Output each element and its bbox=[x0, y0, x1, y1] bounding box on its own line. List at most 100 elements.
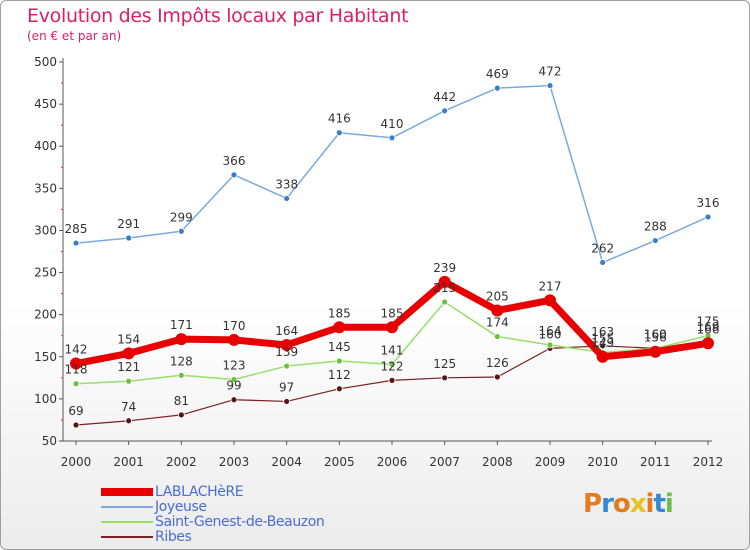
legend-label-joyeuse: Joyeuse bbox=[155, 499, 207, 515]
data-label-ribes: 160 bbox=[644, 327, 667, 341]
y-tick-label: 300 bbox=[34, 223, 57, 237]
data-label-joyeuse: 442 bbox=[433, 90, 456, 104]
series-point-lablach-re bbox=[596, 350, 609, 363]
x-tick-label: 2001 bbox=[113, 455, 144, 469]
y-tick-label: 400 bbox=[34, 139, 57, 153]
series-point-saint-genest-de-beauzon bbox=[283, 362, 291, 370]
series-point-joyeuse bbox=[125, 234, 133, 242]
data-label-saint-genest-de-beauzon: 175 bbox=[697, 315, 720, 329]
series-point-lablach-re bbox=[491, 304, 504, 317]
legend-label-lablachere: LABLACHèRE bbox=[155, 484, 244, 500]
series-point-lablach-re bbox=[333, 321, 346, 334]
series-point-ribes bbox=[230, 396, 238, 404]
data-label-ribes: 81 bbox=[174, 394, 189, 408]
data-label-saint-genest-de-beauzon: 123 bbox=[223, 359, 246, 373]
y-tick-label: 150 bbox=[34, 350, 57, 364]
series-point-saint-genest-de-beauzon bbox=[335, 357, 343, 365]
data-label-lablach-re: 171 bbox=[170, 318, 193, 332]
series-point-ribes bbox=[388, 376, 396, 384]
series-point-saint-genest-de-beauzon bbox=[72, 380, 80, 388]
data-label-lablach-re: 205 bbox=[486, 289, 509, 303]
data-label-ribes: 112 bbox=[328, 368, 351, 382]
series-point-lablach-re bbox=[649, 345, 662, 358]
series-point-lablach-re bbox=[544, 294, 556, 307]
series-point-ribes bbox=[441, 374, 449, 382]
series-point-joyeuse bbox=[335, 129, 343, 137]
data-label-saint-genest-de-beauzon: 160 bbox=[644, 327, 667, 341]
series-point-lablach-re bbox=[228, 333, 240, 346]
data-label-joyeuse: 288 bbox=[644, 220, 667, 234]
logo-letter: i bbox=[664, 489, 674, 519]
x-tick-label: 2003 bbox=[219, 455, 250, 469]
data-label-joyeuse: 338 bbox=[275, 177, 298, 191]
data-label-joyeuse: 316 bbox=[697, 196, 720, 210]
data-label-ribes: 69 bbox=[68, 404, 83, 418]
y-tick-label: 450 bbox=[34, 97, 57, 111]
x-tick-label: 2011 bbox=[640, 455, 671, 469]
data-label-saint-genest-de-beauzon: 118 bbox=[65, 363, 88, 377]
series-point-joyeuse bbox=[388, 134, 396, 142]
data-label-lablach-re: 142 bbox=[65, 343, 88, 357]
data-label-lablach-re: 170 bbox=[223, 319, 246, 333]
y-tick-label: 50 bbox=[42, 434, 57, 448]
x-tick-label: 2005 bbox=[324, 455, 355, 469]
series-point-lablach-re bbox=[122, 347, 135, 360]
logo-letter: t bbox=[653, 489, 665, 519]
x-tick-label: 2010 bbox=[587, 455, 618, 469]
data-label-saint-genest-de-beauzon: 128 bbox=[170, 354, 193, 368]
data-label-saint-genest-de-beauzon: 141 bbox=[381, 343, 404, 357]
chart-subtitle: (en € et par an) bbox=[27, 29, 122, 43]
legend-swatch-joyeuse bbox=[101, 506, 153, 508]
series-point-lablach-re bbox=[70, 357, 82, 370]
legend-swatch-saint-genest bbox=[101, 521, 153, 523]
data-label-joyeuse: 366 bbox=[223, 154, 246, 168]
series-point-joyeuse bbox=[283, 195, 291, 202]
series-point-ribes bbox=[493, 373, 501, 381]
data-label-saint-genest-de-beauzon: 139 bbox=[275, 345, 298, 359]
data-label-lablach-re: 217 bbox=[539, 279, 562, 293]
data-label-joyeuse: 291 bbox=[117, 217, 140, 231]
data-label-ribes: 74 bbox=[121, 400, 136, 414]
x-tick-label: 2006 bbox=[377, 455, 408, 469]
proxiti-logo: Proxiti bbox=[583, 489, 674, 519]
series-point-lablach-re bbox=[438, 275, 451, 288]
data-label-saint-genest-de-beauzon: 174 bbox=[486, 316, 509, 330]
data-label-ribes: 97 bbox=[279, 380, 294, 394]
data-label-ribes: 125 bbox=[433, 357, 456, 371]
series-point-saint-genest-de-beauzon bbox=[388, 360, 396, 368]
series-point-saint-genest-de-beauzon bbox=[441, 298, 449, 306]
data-label-joyeuse: 285 bbox=[65, 222, 88, 236]
series-point-joyeuse bbox=[72, 239, 80, 247]
series-point-saint-genest-de-beauzon bbox=[493, 333, 501, 340]
series-point-joyeuse bbox=[493, 84, 501, 92]
data-label-lablach-re: 239 bbox=[433, 261, 456, 275]
legend-swatch-lablachere bbox=[101, 488, 153, 496]
data-label-lablach-re: 156 bbox=[644, 331, 667, 345]
data-label-saint-genest-de-beauzon: 164 bbox=[539, 324, 562, 338]
x-tick-label: 2012 bbox=[693, 455, 724, 469]
data-label-lablach-re: 166 bbox=[697, 322, 720, 336]
logo-letter: i bbox=[645, 489, 655, 519]
legend-label-saint-genest: Saint-Genest-de-Beauzon bbox=[155, 514, 325, 530]
data-label-joyeuse: 469 bbox=[486, 67, 509, 81]
data-label-joyeuse: 472 bbox=[539, 65, 562, 79]
logo-letter: r bbox=[601, 489, 614, 519]
series-point-ribes bbox=[335, 385, 343, 393]
data-label-ribes: 122 bbox=[381, 359, 404, 373]
series-point-lablach-re bbox=[386, 321, 398, 334]
series-point-joyeuse bbox=[704, 213, 712, 221]
x-tick-label: 2008 bbox=[482, 455, 513, 469]
data-label-saint-genest-de-beauzon: 121 bbox=[117, 360, 140, 374]
data-label-lablach-re: 154 bbox=[117, 332, 140, 346]
data-label-joyeuse: 410 bbox=[381, 117, 404, 131]
y-tick-label: 200 bbox=[34, 308, 57, 322]
series-point-ribes bbox=[72, 421, 80, 429]
x-tick-label: 2004 bbox=[271, 455, 302, 469]
series-point-joyeuse bbox=[230, 171, 238, 179]
series-point-saint-genest-de-beauzon bbox=[230, 376, 238, 383]
series-point-saint-genest-de-beauzon bbox=[177, 371, 185, 379]
y-tick-label: 350 bbox=[34, 181, 57, 195]
series-line-joyeuse bbox=[75, 84, 709, 264]
y-tick-label: 500 bbox=[34, 55, 57, 69]
